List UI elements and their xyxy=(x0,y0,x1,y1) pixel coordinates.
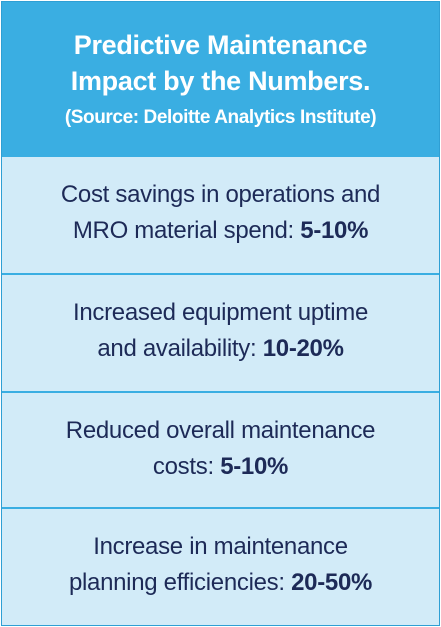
stat-label: costs: xyxy=(152,453,221,480)
stat-text-line-2: costs: 5-10% xyxy=(2,449,439,485)
stat-value: 10-20% xyxy=(262,335,344,362)
stat-value: 20-50% xyxy=(291,569,373,596)
stat-value: 5-10% xyxy=(220,453,289,480)
stat-text-line-1: Reduced overall maintenance xyxy=(65,417,376,444)
stat-text-line-1: Increased equipment uptime xyxy=(72,299,369,326)
row-divider xyxy=(2,273,439,275)
stat-row-planning-efficiencies: Increase in maintenance planning efficie… xyxy=(2,529,439,601)
stat-text-line-2: MRO material spend: 5-10% xyxy=(2,213,439,249)
stat-row-uptime: Increased equipment uptime and availabil… xyxy=(2,295,439,367)
stat-text-line-2: and availability: 10-20% xyxy=(2,331,439,367)
row-divider xyxy=(2,391,439,393)
stat-text-line-2: planning efficiencies: 20-50% xyxy=(2,565,439,601)
card-header: Predictive Maintenance Impact by the Num… xyxy=(2,2,439,157)
stat-text-line-1: Increase in maintenance xyxy=(93,533,348,560)
row-divider xyxy=(2,507,439,509)
stat-row-maintenance-costs: Reduced overall maintenance costs: 5-10% xyxy=(2,413,439,485)
stat-row-cost-savings: Cost savings in operations and MRO mater… xyxy=(2,177,439,249)
stat-value: 5-10% xyxy=(300,217,369,244)
stat-label: planning efficiencies: xyxy=(68,569,292,596)
stat-label: and availability: xyxy=(97,335,263,362)
stat-text-line-1: Cost savings in operations and xyxy=(60,181,381,208)
stat-label: MRO material spend: xyxy=(72,217,301,244)
title-line-2: Impact by the Numbers. xyxy=(70,66,371,96)
title-line-1: Predictive Maintenance xyxy=(73,30,368,60)
source-caption: (Source: Deloitte Analytics Institute) xyxy=(64,107,377,128)
